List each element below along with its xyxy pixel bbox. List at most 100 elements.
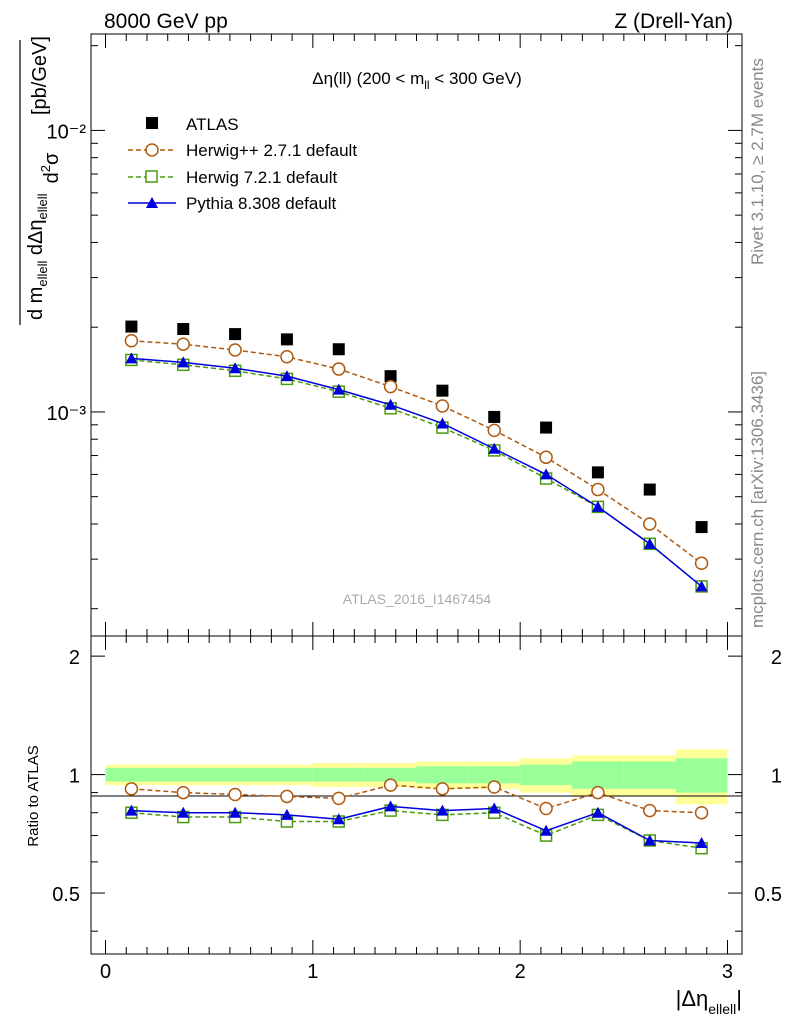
ratio-point-herwigpp — [642, 803, 657, 818]
point-pythia — [695, 580, 708, 592]
legend-label-herwig7: Herwig 7.2.1 default — [186, 168, 337, 187]
ratio-point-pythia — [643, 834, 656, 846]
point-herwigpp — [642, 517, 657, 531]
band-inner — [157, 767, 210, 782]
band-inner — [623, 761, 676, 789]
series-line-herwigpp — [131, 340, 703, 564]
ratio-line-herwigpp — [131, 784, 702, 814]
ratio-line-pythia — [131, 805, 702, 844]
point-atlas — [229, 328, 242, 341]
point-herwigpp — [591, 482, 605, 497]
ratio-point-pythia — [591, 806, 604, 818]
y-tick-label: 10⁻³ — [47, 403, 87, 425]
point-herwigpp — [487, 423, 501, 438]
band-inner — [105, 767, 158, 782]
header-left: 8000 GeV pp — [104, 10, 228, 33]
point-atlas — [177, 323, 190, 336]
ratio-point-herwigpp — [435, 782, 450, 796]
legend-label-atlas: ATLAS — [186, 115, 239, 134]
point-pythia — [540, 468, 553, 480]
ratio-point-pythia — [695, 837, 708, 849]
ratio-tick-label-right: 0.5 — [754, 884, 782, 906]
chart-title: Δη(ll) (200 < mll < 300 GeV) — [312, 69, 521, 92]
point-atlas — [591, 466, 604, 479]
series-layer — [124, 320, 709, 855]
point-pythia — [177, 356, 190, 368]
point-herwigpp — [176, 337, 191, 351]
ratio-tick-label-left: 2 — [69, 647, 80, 669]
analysis-watermark: ATLAS_2016_I1467454 — [343, 591, 492, 607]
point-pythia — [591, 500, 604, 512]
band-inner — [261, 767, 313, 782]
ratio-point-pythia — [229, 806, 242, 818]
y-axis-label: d mellell dΔηellell [pb/GeV] — [19, 36, 51, 325]
x-tick-label: 2 — [515, 961, 526, 983]
ratio-point-herwigpp — [539, 801, 553, 816]
ratio-tick-label-left: 0.5 — [52, 884, 80, 906]
point-herwigpp — [435, 399, 450, 413]
svg-text:[pb/GeV]: [pb/GeV] — [29, 36, 51, 115]
y-axis-label-main: d2σ — [38, 152, 63, 183]
ratio-point-herwigpp — [332, 791, 346, 806]
ratio-tick-label-left: 1 — [69, 766, 80, 788]
legend-marker-atlas — [146, 117, 158, 129]
ratio-point-pythia — [488, 802, 501, 814]
point-atlas — [436, 384, 449, 397]
header-right: Z (Drell-Yan) — [614, 10, 733, 33]
ratio-point-herwigpp — [487, 780, 501, 794]
ratio-point-pythia — [436, 804, 449, 816]
point-atlas — [332, 343, 345, 356]
band-inner — [416, 766, 469, 784]
x-tick-label: 0 — [100, 961, 111, 983]
band-inner — [364, 767, 417, 782]
rivet-version-label: Rivet 3.1.10, ≥ 2.7M events — [748, 58, 767, 265]
point-herwigpp — [694, 556, 709, 571]
series-line-herwig7 — [131, 359, 703, 588]
ratio-point-herwigpp — [124, 782, 139, 796]
legend-marker-herwigpp — [145, 143, 159, 157]
point-herwigpp — [383, 379, 398, 394]
ratio-band — [105, 749, 728, 805]
band-inner — [209, 767, 262, 782]
band-inner — [520, 764, 572, 786]
y-tick-label: 10⁻² — [47, 121, 87, 143]
legend-label-herwigpp: Herwig++ 2.7.1 default — [186, 141, 357, 160]
band-inner — [468, 766, 521, 784]
ratio-point-pythia — [177, 806, 190, 818]
ratio-point-herwigpp — [591, 785, 605, 800]
series-line-pythia — [131, 357, 703, 588]
legend-marker-herwig7 — [145, 170, 158, 183]
ratio-point-herwigpp — [176, 785, 191, 800]
point-herwigpp — [228, 343, 242, 357]
point-atlas — [643, 483, 656, 496]
ratio-y-axis-label: Ratio to ATLAS — [25, 745, 42, 846]
point-pythia — [643, 537, 656, 549]
point-atlas — [695, 521, 708, 534]
band-inner — [571, 761, 624, 789]
ratio-point-herwigpp — [280, 789, 294, 804]
point-atlas — [384, 370, 397, 383]
ratio-point-pythia — [280, 808, 293, 820]
ratio-tick-label-right: 1 — [771, 766, 782, 788]
point-atlas — [125, 320, 138, 333]
band-inner — [312, 767, 365, 782]
point-herwigpp — [539, 450, 553, 465]
point-herwigpp — [124, 333, 139, 348]
x-tick-label: 3 — [722, 961, 733, 983]
point-pythia — [280, 370, 293, 382]
point-herwigpp — [280, 350, 294, 364]
band-inner — [675, 758, 728, 793]
point-herwigpp — [332, 362, 346, 376]
legend-label-pythia: Pythia 8.308 default — [186, 194, 337, 213]
mcplots-url-label: mcplots.cern.ch [arXiv:1306.3436] — [748, 371, 767, 628]
ratio-tick-label-right: 2 — [771, 647, 782, 669]
legend: ATLAS Herwig++ 2.7.1 default Herwig 7.2.… — [128, 115, 357, 213]
point-atlas — [540, 421, 553, 434]
ratio-point-herwigpp — [383, 778, 398, 792]
svg-text:d mellell dΔηellell: d mellell dΔηellell — [25, 193, 50, 320]
ratio-line-herwig7 — [131, 809, 702, 849]
x-axis-label: |Δηellell| — [676, 986, 742, 1017]
point-atlas — [280, 333, 293, 346]
ratio-point-pythia — [540, 824, 553, 836]
